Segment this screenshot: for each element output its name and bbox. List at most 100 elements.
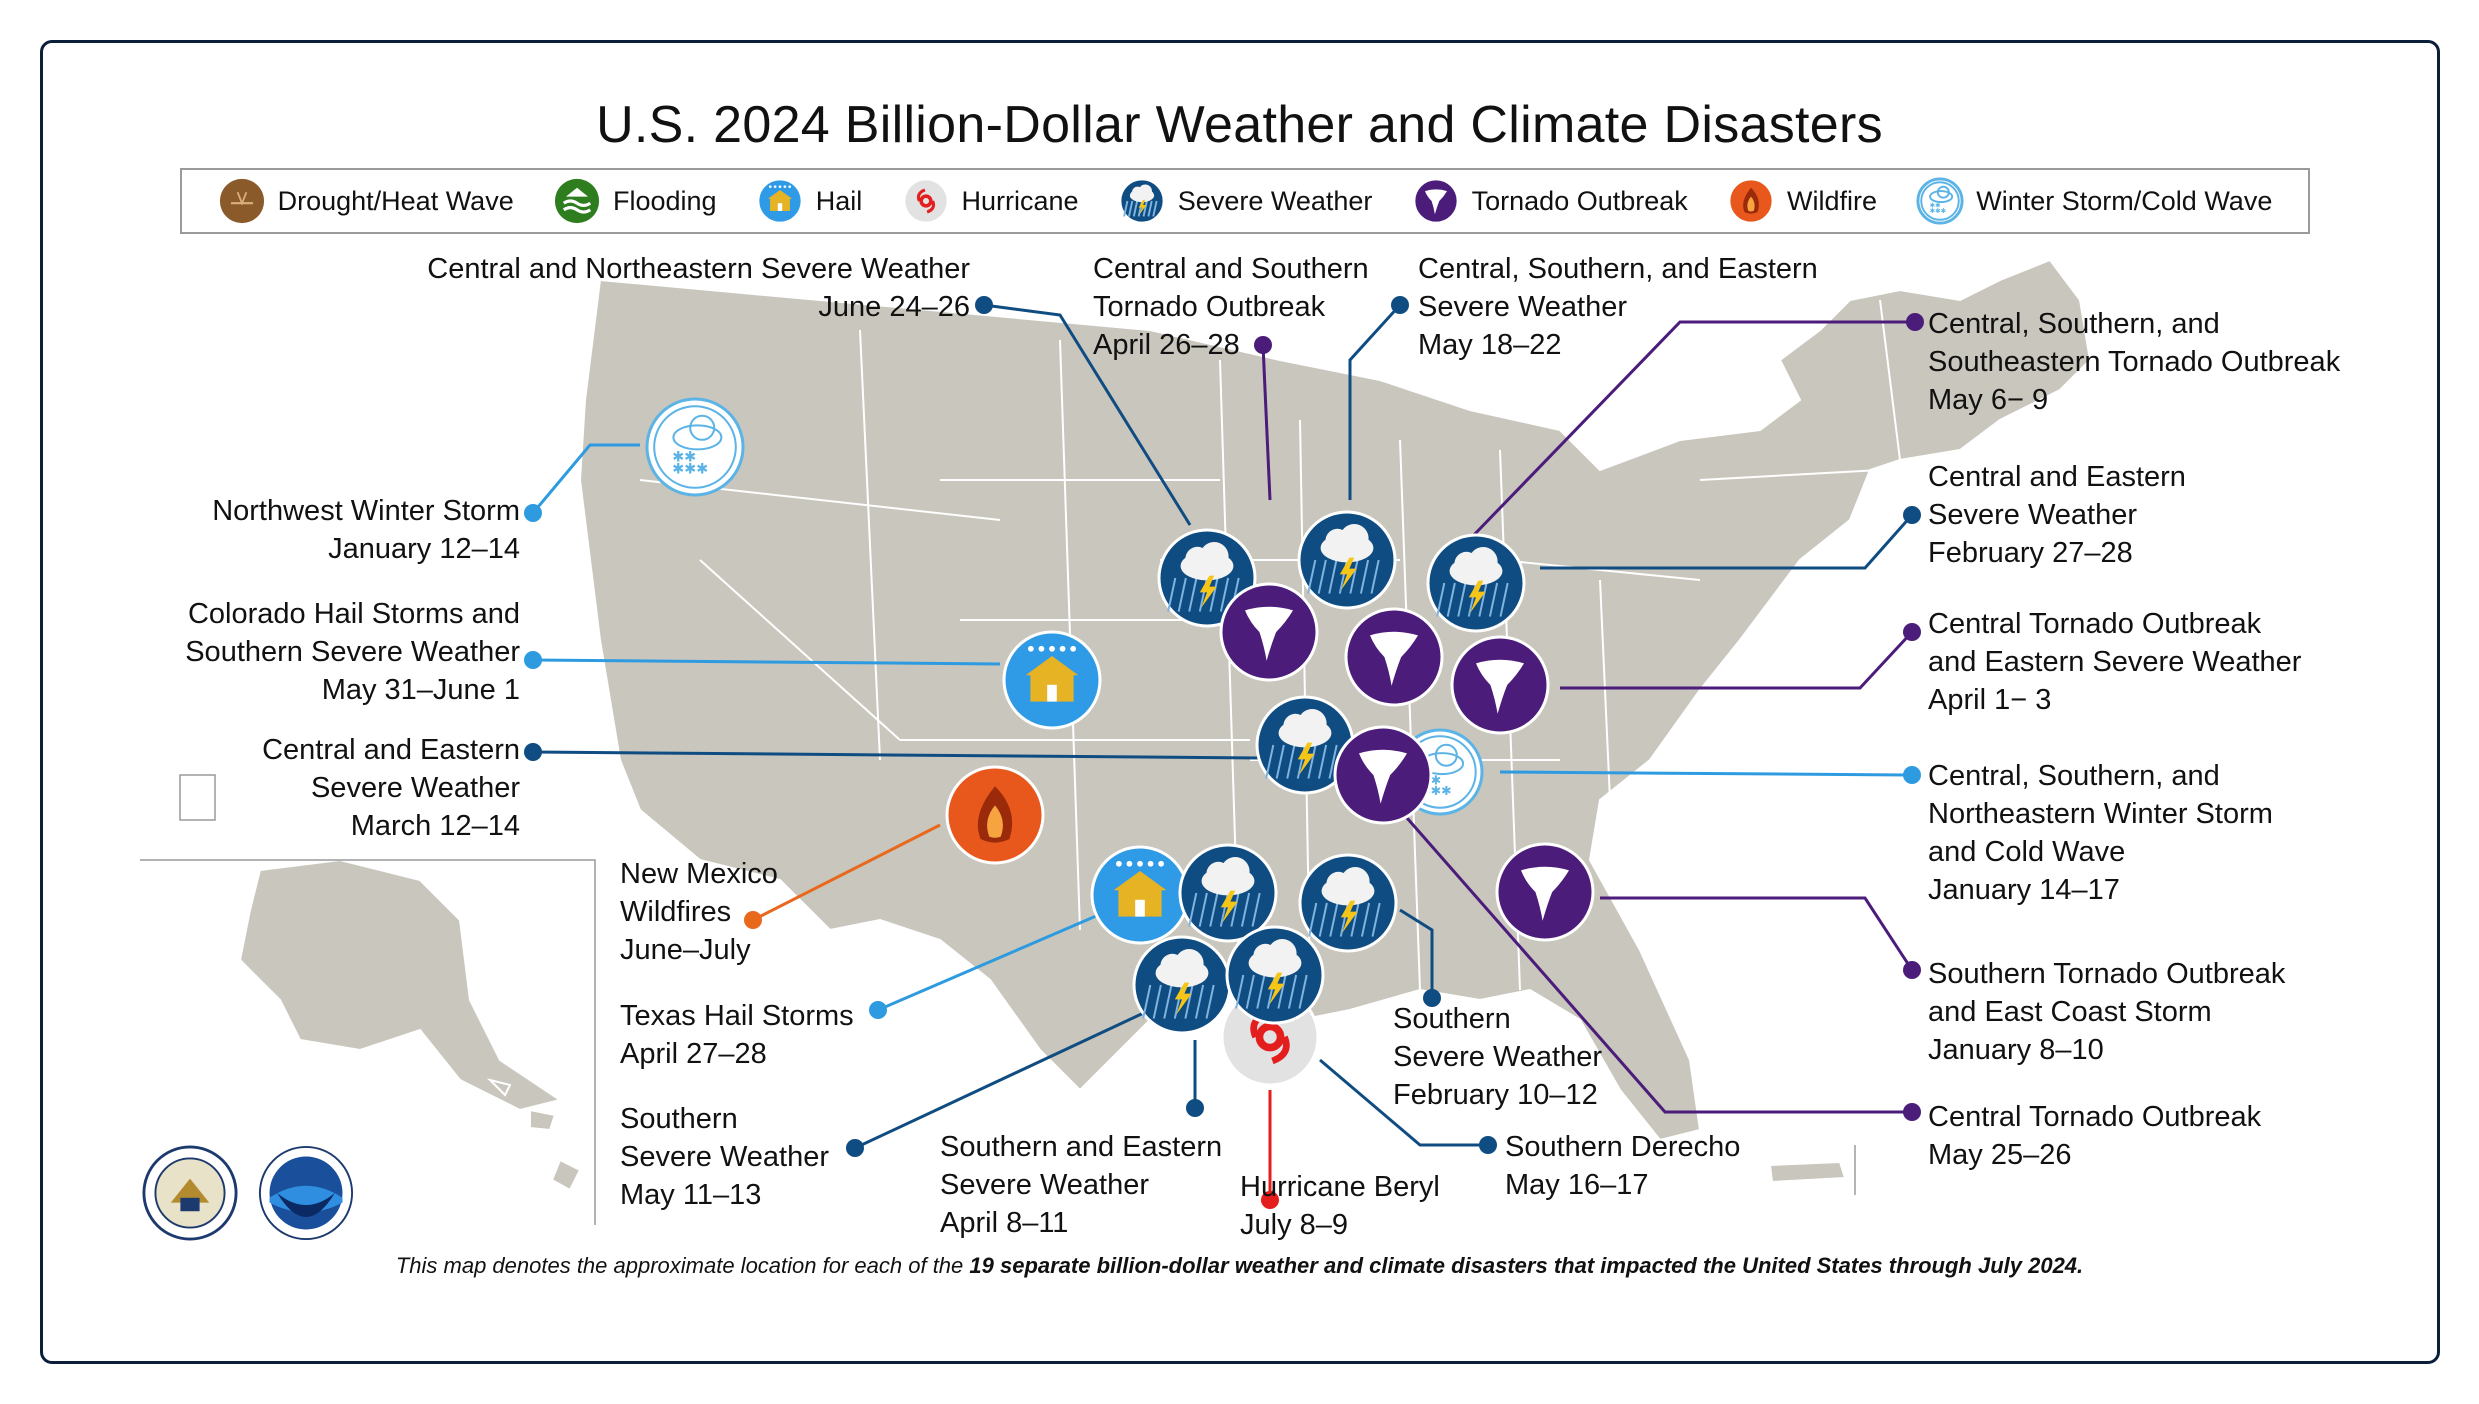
connector-dot-co-hail (524, 651, 542, 669)
event-label-line: Texas Hail Storms (620, 1000, 854, 1032)
event-label-line: Central and Eastern (1928, 461, 2186, 493)
event-label-tx-hail: Texas Hail Storms April 27–28 (620, 997, 854, 1073)
event-label-line: Southern and Eastern (940, 1131, 1223, 1163)
event-label-beryl: Hurricane Beryl July 8–9 (1240, 1168, 1440, 1244)
event-label-derecho: Southern Derecho May 16–17 (1505, 1128, 1740, 1204)
event-label-line: Central and Northeastern Severe Weather (427, 253, 970, 285)
tornado-outbreak-icon (1495, 842, 1595, 942)
connector-cs-tornado-apr (1261, 344, 1272, 501)
svg-text:✱: ✱ (1431, 773, 1442, 788)
connector-dot-tx-hail (869, 1001, 887, 1019)
event-label-line: Hurricane Beryl (1240, 1171, 1440, 1203)
hail-icon (1002, 630, 1102, 730)
svg-text:✱: ✱ (1930, 202, 1936, 210)
event-label-line: Severe Weather (1418, 291, 1628, 323)
severe-weather-icon (1297, 510, 1397, 610)
connector-dot-s-tornado-jan (1903, 961, 1921, 979)
hail-icon (1090, 845, 1190, 945)
legend-item: Wildfire (1727, 177, 1877, 225)
page-title: U.S. 2024 Billion-Dollar Weather and Cli… (596, 96, 1883, 154)
connector-tx-hail (877, 908, 1111, 1012)
event-label-s-tornado-jan: Southern Tornado Outbreak and East Coast … (1928, 955, 2285, 1069)
event-label-line: Central, Southern, and (1928, 760, 2220, 792)
event-label-line: April 27–28 (620, 1038, 767, 1070)
connector-dot-c-tornado-apr (1903, 623, 1921, 641)
connector-dot-nm-wildfire (744, 911, 762, 929)
event-label-line: Northeastern Winter Storm (1928, 798, 2273, 830)
connector-derecho (1319, 1058, 1488, 1147)
tornado-outbreak-icon (1344, 607, 1444, 707)
event-label-line: February 10–12 (1393, 1079, 1598, 1111)
event-label-line: Central and Southern (1093, 253, 1369, 285)
connector-dot-cse-severe-may (1391, 296, 1409, 314)
event-label-line: April 1− 3 (1928, 684, 2052, 716)
flooding-icon (554, 178, 600, 224)
legend-item: Flooding (553, 177, 717, 225)
event-label-nm-wildfire: New Mexico Wildfires June–July (620, 855, 778, 969)
event-label-css-tornado-may: Central, Southern, and Southeastern Torna… (1928, 305, 2340, 419)
connector-nm-wildfire (752, 823, 941, 922)
drought-heat-wave-icon (219, 178, 264, 224)
event-label-line: and Cold Wave (1928, 836, 2126, 868)
event-label-csn-winter: Central, Southern, and Northeastern Winte… (1928, 757, 2273, 909)
legend-label: Drought/Heat Wave (277, 185, 514, 216)
legend-item: Severe Weather (1118, 177, 1373, 225)
connector-cse-severe-may (1348, 303, 1402, 500)
legend-label: Hurricane (961, 185, 1079, 216)
legend-label: Severe Weather (1177, 185, 1373, 216)
connector-csn-winter (1499, 770, 1913, 777)
event-label-line: June 24–26 (818, 291, 970, 323)
event-label-line: Central and Eastern (262, 734, 520, 766)
event-label-line: Northwest Winter Storm (212, 495, 520, 527)
noaa-logo (258, 1145, 354, 1241)
event-label-line: May 11–13 (620, 1179, 762, 1211)
event-label-line: February 27–28 (1928, 537, 2133, 569)
severe-weather-icon (1255, 695, 1355, 795)
svg-text:✱: ✱ (1930, 207, 1936, 215)
event-label-line: May 16–17 (1505, 1169, 1649, 1201)
severe-weather-icon (1298, 853, 1398, 953)
connector-dot-cs-tornado-apr (1254, 336, 1272, 354)
connector-dot-css-tornado-may (1906, 313, 1924, 331)
legend-item: Hurricane (901, 177, 1079, 225)
event-label-c-tornado-may: Central Tornado Outbreak May 25–26 (1928, 1098, 2261, 1174)
event-label-cs-tornado-apr: Central and Southern Tornado Outbreak Apri… (1093, 250, 1369, 364)
tornado-outbreak-icon (1450, 635, 1550, 735)
connector-c-tornado-may (1398, 809, 1912, 1114)
event-label-cse-severe-may: Central, Southern, and Eastern Severe Wea… (1418, 250, 1818, 364)
tornado-outbreak-icon (1333, 725, 1433, 825)
hawaii-shape (486, 1078, 582, 1192)
puerto-rico-shape (1768, 1160, 1847, 1184)
connector-dot-s-severe-feb (1423, 989, 1441, 1007)
event-label-line: May 31–June 1 (321, 674, 520, 706)
event-label-line: Southern (1393, 1003, 1511, 1035)
connector-dot-ce-severe-mar (524, 743, 542, 761)
event-label-line: Southern Severe Weather (185, 636, 520, 668)
connector-s-tornado-jan (1600, 896, 1914, 971)
event-label-line: Southern Tornado Outbreak (1928, 958, 2286, 990)
event-label-cne-severe-jun: Central and Northeastern Severe Weather J… (427, 250, 970, 326)
event-label-nw-winter: Northwest Winter Storm January 12–14 (212, 492, 520, 568)
event-label-line: Central Tornado Outbreak (1928, 1101, 2262, 1133)
connector-lines (524, 296, 1924, 1209)
event-label-line: June–July (620, 934, 751, 966)
connector-css-tornado-may (1438, 320, 1915, 572)
alaska-shape (238, 858, 563, 1112)
event-label-line: July 8–9 (1240, 1209, 1349, 1241)
event-label-se-severe-apr: Southern and Eastern Severe Weather April … (940, 1128, 1222, 1242)
connector-cne-severe-jun (983, 303, 1192, 526)
severe-weather-icon (1426, 533, 1526, 633)
winter-storm-cold-wave-icon: ✱✱✱✱✱ (645, 397, 745, 497)
event-label-line: March 12–14 (350, 810, 520, 842)
legend-item: Hail (756, 177, 862, 225)
svg-text:✱: ✱ (1441, 783, 1452, 798)
connector-dot-ce-severe-feb (1903, 506, 1921, 524)
event-label-line: and Eastern Severe Weather (1928, 646, 2302, 678)
connector-dot-beryl (1261, 1191, 1279, 1209)
event-label-line: Central, Southern, and Eastern (1418, 253, 1818, 285)
event-label-ce-severe-feb: Central and Eastern Severe Weather Februar… (1928, 458, 2186, 572)
event-label-line: New Mexico (620, 858, 778, 890)
connector-dot-s-severe-may (846, 1139, 864, 1157)
event-label-line: Severe Weather (1393, 1041, 1603, 1073)
